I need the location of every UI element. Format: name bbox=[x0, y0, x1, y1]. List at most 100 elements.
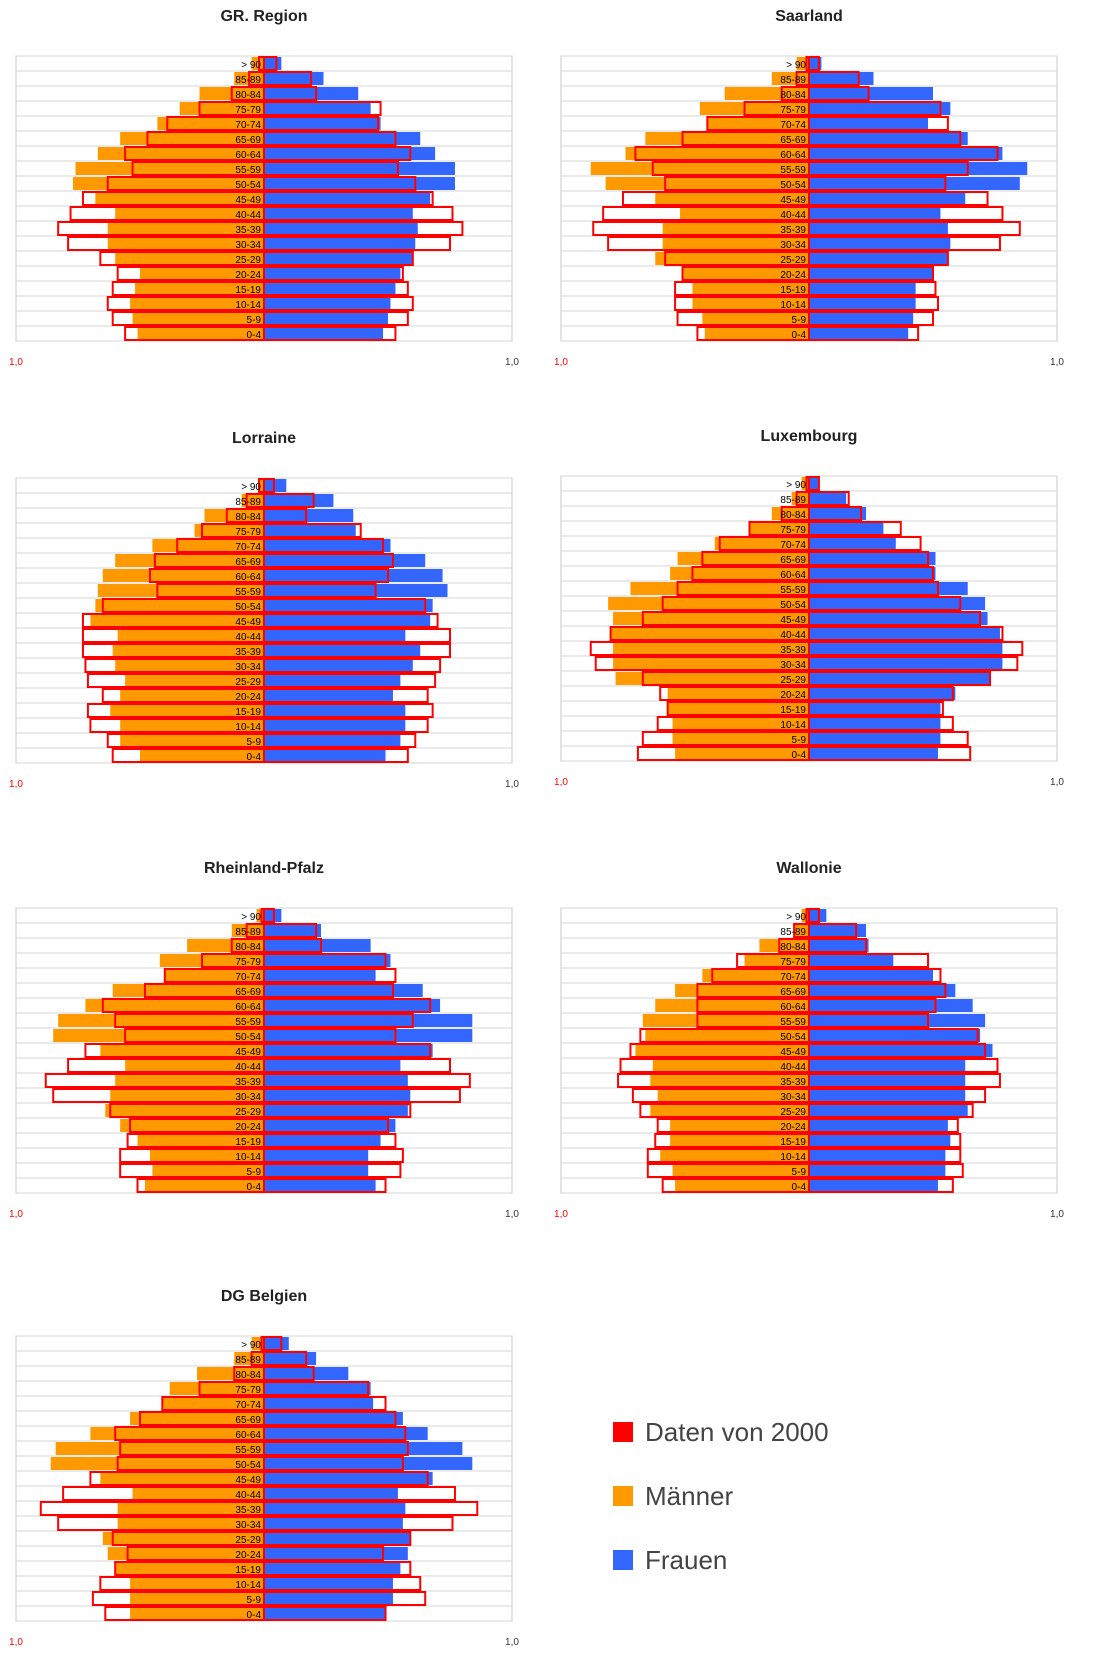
ref-outline-women bbox=[808, 626, 1004, 641]
bar-women bbox=[809, 627, 1000, 640]
age-label: 80-84 bbox=[235, 1370, 261, 1381]
bar-women bbox=[809, 327, 909, 340]
axis-tick-label-left: 1,0 bbox=[554, 777, 568, 788]
bar-men bbox=[672, 1164, 809, 1177]
bar-women bbox=[264, 1412, 403, 1425]
age-label: 75-79 bbox=[780, 105, 806, 116]
age-label: > 90 bbox=[241, 482, 261, 493]
bar-men bbox=[120, 132, 264, 145]
bar-women bbox=[809, 687, 956, 700]
chart-panel-saarland: Saarland 0-4 5-9 10-14 15-19 20-24 25-29 30-34… bbox=[553, 8, 1065, 378]
bar-men bbox=[187, 939, 264, 952]
bar-women bbox=[264, 72, 324, 85]
ref-outline-women bbox=[808, 1043, 987, 1058]
bar-men bbox=[117, 629, 265, 642]
ref-outline-women bbox=[808, 176, 947, 191]
axis-tick-label-right: 1,0 bbox=[505, 357, 519, 368]
ref-outline-women bbox=[263, 1456, 404, 1471]
age-label: 45-49 bbox=[235, 1475, 261, 1486]
ref-outline-women bbox=[808, 131, 962, 146]
bar-women bbox=[264, 1397, 374, 1410]
ref-outline-women bbox=[263, 1088, 461, 1103]
ref-outline-women bbox=[263, 1013, 414, 1028]
ref-outline-women bbox=[263, 658, 442, 673]
bar-women bbox=[264, 984, 423, 997]
age-label: 80-84 bbox=[780, 942, 806, 953]
bar-women bbox=[264, 297, 391, 310]
age-label: 0-4 bbox=[247, 1182, 262, 1193]
bar-men bbox=[140, 749, 264, 762]
ref-outline-women bbox=[263, 568, 389, 583]
age-label: 80-84 bbox=[235, 512, 261, 523]
age-label: 60-64 bbox=[780, 150, 806, 161]
ref-outline-women bbox=[263, 1501, 479, 1516]
bar-women bbox=[809, 132, 968, 145]
ref-outline-women bbox=[263, 968, 397, 983]
bar-women bbox=[809, 1059, 966, 1072]
ref-outline-women bbox=[263, 1396, 387, 1411]
bar-men bbox=[645, 132, 809, 145]
chart-title: Lorraine bbox=[231, 430, 296, 447]
legend-item-men: Männer bbox=[613, 1464, 829, 1528]
age-label: 65-69 bbox=[235, 557, 261, 568]
ref-outline-women bbox=[263, 1103, 412, 1118]
ref-outline-women bbox=[263, 478, 275, 493]
bar-men bbox=[58, 1014, 264, 1027]
ref-outline-women bbox=[263, 643, 451, 658]
bar-men bbox=[645, 1029, 809, 1042]
bar-women bbox=[264, 614, 431, 627]
age-label: 15-19 bbox=[235, 1565, 261, 1576]
bar-women bbox=[809, 1044, 993, 1057]
bar-men bbox=[130, 1592, 264, 1605]
bar-women bbox=[264, 749, 386, 762]
ref-outline-women bbox=[263, 553, 394, 568]
bar-men bbox=[682, 267, 809, 280]
ref-outline-women bbox=[263, 688, 429, 703]
bar-women bbox=[264, 1149, 369, 1162]
bar-women bbox=[264, 1577, 393, 1590]
bar-women bbox=[809, 237, 951, 250]
bar-women bbox=[809, 702, 941, 715]
bar-men bbox=[231, 924, 264, 937]
ref-outline-women bbox=[808, 611, 982, 626]
bar-women bbox=[264, 1367, 349, 1380]
ref-outline-women bbox=[808, 1133, 962, 1148]
bar-women bbox=[264, 1119, 396, 1132]
bar-men bbox=[157, 117, 264, 130]
bar-women bbox=[264, 1089, 411, 1102]
age-label: 60-64 bbox=[235, 1430, 261, 1441]
age-label: 30-34 bbox=[780, 240, 806, 251]
age-label: 30-34 bbox=[780, 1092, 806, 1103]
bar-men bbox=[699, 102, 809, 115]
bar-women bbox=[264, 659, 413, 672]
bar-men bbox=[759, 939, 809, 952]
ref-outline-women bbox=[808, 701, 944, 716]
ref-outline-women bbox=[808, 536, 922, 551]
bar-men bbox=[667, 687, 809, 700]
age-label: 15-19 bbox=[235, 285, 261, 296]
bar-men bbox=[90, 1427, 265, 1440]
age-label: 20-24 bbox=[780, 690, 806, 701]
bar-women bbox=[264, 1352, 317, 1365]
bar-men bbox=[675, 747, 809, 760]
bar-men bbox=[85, 999, 264, 1012]
bar-women bbox=[264, 1337, 289, 1350]
bar-men bbox=[652, 1059, 809, 1072]
bar-men bbox=[724, 87, 809, 100]
bar-women bbox=[264, 734, 401, 747]
ref-outline-women bbox=[808, 1178, 954, 1193]
ref-outline-women bbox=[808, 191, 989, 206]
age-label: 0-4 bbox=[247, 330, 262, 341]
axis-tick-label-right: 1,0 bbox=[1050, 1209, 1064, 1220]
ref-outline-women bbox=[263, 1576, 422, 1591]
bar-men bbox=[675, 1179, 809, 1192]
bar-men bbox=[625, 147, 809, 160]
bar-men bbox=[801, 477, 809, 490]
bar-women bbox=[264, 102, 371, 115]
age-label: 30-34 bbox=[780, 660, 806, 671]
age-label: 5-9 bbox=[247, 1595, 262, 1606]
bar-women bbox=[264, 1487, 398, 1500]
age-label: 25-29 bbox=[235, 1107, 261, 1118]
pyramid-chart: 0-4 5-9 10-14 15-19 20-24 25-29 30-34 35-39 40-4… bbox=[9, 1335, 519, 1648]
bar-women bbox=[264, 282, 396, 295]
